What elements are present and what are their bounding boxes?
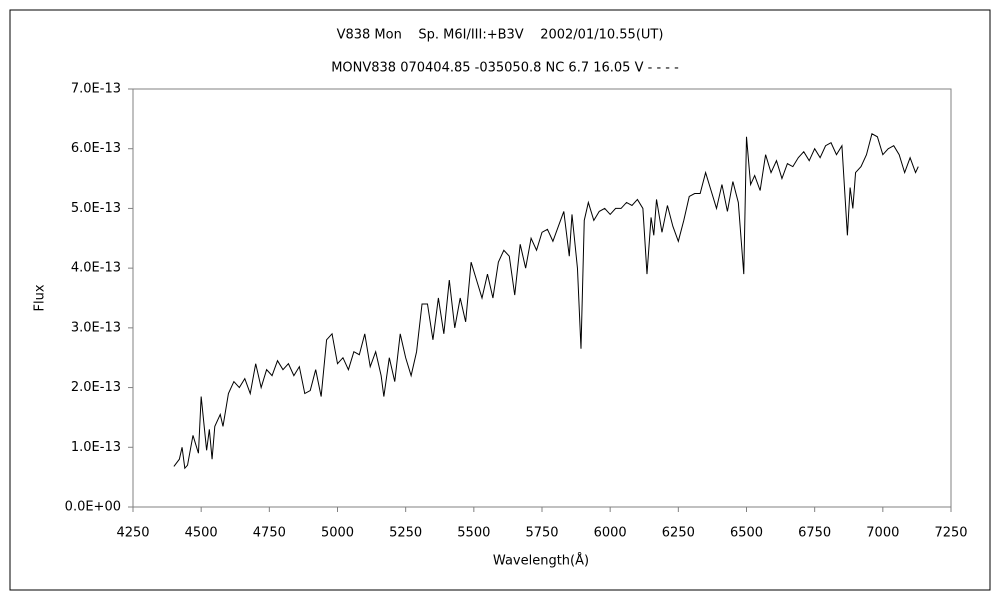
- y-tick-label: 7.0E-13: [71, 82, 121, 97]
- x-axis-label: Wavelength(Å): [493, 553, 589, 569]
- x-tick-label: 4500: [185, 526, 218, 541]
- y-axis-label: Flux: [33, 284, 48, 311]
- x-tick-label: 7000: [866, 526, 899, 541]
- x-tick-label: 5250: [389, 526, 422, 541]
- y-tick-label: 4.0E-13: [71, 261, 121, 276]
- y-tick-label: 6.0E-13: [71, 141, 121, 156]
- chart-subtitle: MONV838 070404.85 -035050.8 NC 6.7 16.05…: [331, 61, 679, 76]
- y-tick-label: 5.0E-13: [71, 201, 121, 216]
- x-tick-label: 6250: [662, 526, 695, 541]
- y-tick-label: 0.0E+00: [65, 500, 121, 515]
- x-tick-label: 5500: [457, 526, 490, 541]
- plot-area: [132, 88, 952, 508]
- y-tick-label: 1.0E-13: [71, 440, 121, 455]
- y-tick-label: 3.0E-13: [71, 320, 121, 335]
- x-tick-label: 6500: [730, 526, 763, 541]
- x-tick-label: 7250: [934, 526, 967, 541]
- chart-title: V838 Mon Sp. M6I/III:+B3V 2002/01/10.55(…: [337, 28, 664, 43]
- spectrum-line: [173, 133, 919, 470]
- x-tick-label: 5000: [321, 526, 354, 541]
- x-tick-label: 5750: [525, 526, 558, 541]
- x-tick-label: 4750: [253, 526, 286, 541]
- x-tick-label: 4250: [116, 526, 149, 541]
- x-tick-label: 6000: [594, 526, 627, 541]
- y-tick-label: 2.0E-13: [71, 380, 121, 395]
- x-tick-label: 6750: [798, 526, 831, 541]
